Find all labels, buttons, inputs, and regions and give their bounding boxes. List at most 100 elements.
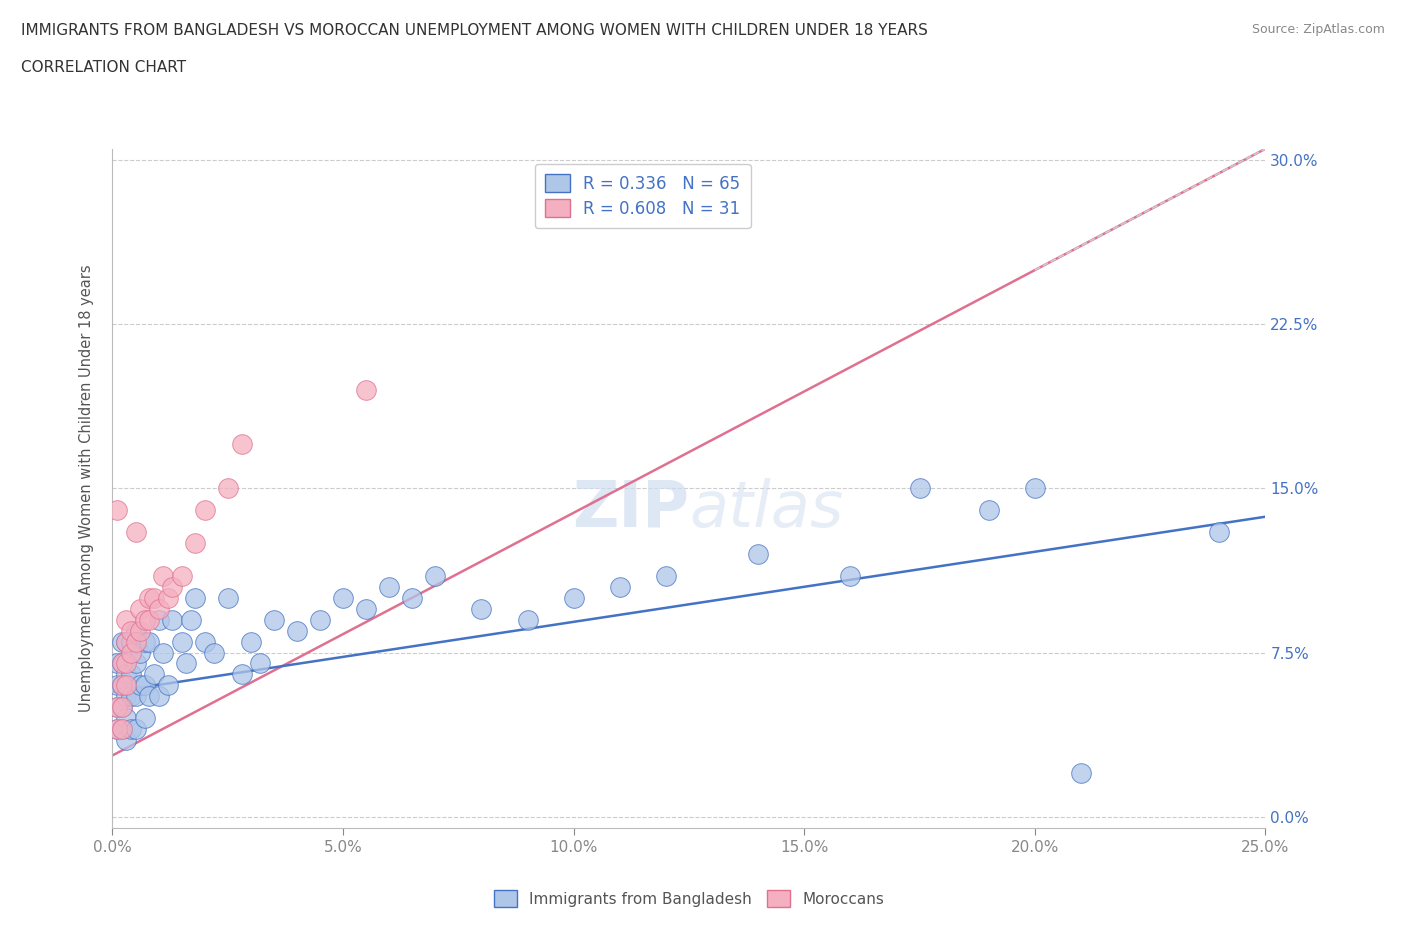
Point bbox=[105, 656, 128, 671]
Point bbox=[152, 568, 174, 583]
Point bbox=[111, 656, 134, 671]
Point bbox=[156, 591, 179, 605]
Point bbox=[148, 602, 170, 617]
Point bbox=[143, 667, 166, 682]
Point bbox=[162, 612, 184, 627]
Point bbox=[124, 634, 146, 649]
Point bbox=[170, 634, 193, 649]
Point bbox=[138, 612, 160, 627]
Point bbox=[124, 656, 146, 671]
Point bbox=[111, 722, 134, 737]
Text: IMMIGRANTS FROM BANGLADESH VS MOROCCAN UNEMPLOYMENT AMONG WOMEN WITH CHILDREN UN: IMMIGRANTS FROM BANGLADESH VS MOROCCAN U… bbox=[21, 23, 928, 38]
Point bbox=[111, 634, 134, 649]
Point bbox=[111, 699, 134, 714]
Y-axis label: Unemployment Among Women with Children Under 18 years: Unemployment Among Women with Children U… bbox=[79, 264, 94, 712]
Point bbox=[115, 612, 138, 627]
Point bbox=[129, 602, 152, 617]
Legend: Immigrants from Bangladesh, Moroccans: Immigrants from Bangladesh, Moroccans bbox=[488, 884, 890, 913]
Text: Source: ZipAtlas.com: Source: ZipAtlas.com bbox=[1251, 23, 1385, 36]
Point bbox=[129, 645, 152, 660]
Point bbox=[105, 722, 128, 737]
Point bbox=[120, 667, 142, 682]
Point bbox=[111, 699, 134, 714]
Point bbox=[115, 634, 138, 649]
Point bbox=[115, 656, 138, 671]
Point bbox=[231, 437, 253, 452]
Point bbox=[156, 678, 179, 693]
Text: CORRELATION CHART: CORRELATION CHART bbox=[21, 60, 186, 75]
Point bbox=[115, 678, 138, 693]
Point bbox=[120, 722, 142, 737]
Point bbox=[129, 623, 152, 638]
Point bbox=[231, 667, 253, 682]
Point bbox=[120, 634, 142, 649]
Point bbox=[105, 699, 128, 714]
Point bbox=[174, 656, 197, 671]
Point bbox=[134, 612, 156, 627]
Point bbox=[134, 711, 156, 725]
Point bbox=[354, 382, 377, 397]
Point bbox=[977, 503, 1000, 518]
Point bbox=[1024, 481, 1046, 496]
Point bbox=[839, 568, 862, 583]
Text: ZIP: ZIP bbox=[572, 478, 689, 539]
Point bbox=[1208, 525, 1230, 539]
Point bbox=[309, 612, 332, 627]
Point bbox=[562, 591, 585, 605]
Point bbox=[111, 678, 134, 693]
Point bbox=[115, 634, 138, 649]
Point bbox=[170, 568, 193, 583]
Point bbox=[111, 656, 134, 671]
Point bbox=[194, 503, 217, 518]
Point bbox=[138, 634, 160, 649]
Point bbox=[184, 536, 207, 551]
Point bbox=[152, 645, 174, 660]
Point bbox=[217, 481, 239, 496]
Point bbox=[148, 689, 170, 704]
Point bbox=[425, 568, 447, 583]
Point bbox=[470, 602, 492, 617]
Text: atlas: atlas bbox=[689, 478, 844, 539]
Point bbox=[138, 591, 160, 605]
Legend: R = 0.336   N = 65, R = 0.608   N = 31: R = 0.336 N = 65, R = 0.608 N = 31 bbox=[536, 164, 751, 228]
Point bbox=[105, 503, 128, 518]
Point bbox=[111, 722, 134, 737]
Point bbox=[332, 591, 354, 605]
Point bbox=[162, 579, 184, 594]
Point bbox=[134, 634, 156, 649]
Point bbox=[124, 689, 146, 704]
Point bbox=[263, 612, 285, 627]
Point bbox=[111, 678, 134, 693]
Point bbox=[124, 722, 146, 737]
Point bbox=[134, 678, 156, 693]
Point bbox=[655, 568, 678, 583]
Point bbox=[120, 623, 142, 638]
Point bbox=[747, 547, 769, 562]
Point bbox=[138, 689, 160, 704]
Point bbox=[908, 481, 931, 496]
Point bbox=[354, 602, 377, 617]
Point bbox=[401, 591, 423, 605]
Point bbox=[516, 612, 538, 627]
Point bbox=[180, 612, 202, 627]
Point bbox=[120, 689, 142, 704]
Point bbox=[115, 711, 138, 725]
Point bbox=[148, 612, 170, 627]
Point bbox=[217, 591, 239, 605]
Point bbox=[143, 591, 166, 605]
Point bbox=[184, 591, 207, 605]
Point bbox=[115, 689, 138, 704]
Point bbox=[249, 656, 271, 671]
Point bbox=[378, 579, 401, 594]
Point bbox=[120, 645, 142, 660]
Point bbox=[115, 733, 138, 748]
Point bbox=[115, 667, 138, 682]
Point bbox=[105, 678, 128, 693]
Point bbox=[124, 623, 146, 638]
Point bbox=[124, 525, 146, 539]
Point bbox=[105, 699, 128, 714]
Point bbox=[202, 645, 225, 660]
Point bbox=[1070, 765, 1092, 780]
Point bbox=[129, 678, 152, 693]
Point bbox=[194, 634, 217, 649]
